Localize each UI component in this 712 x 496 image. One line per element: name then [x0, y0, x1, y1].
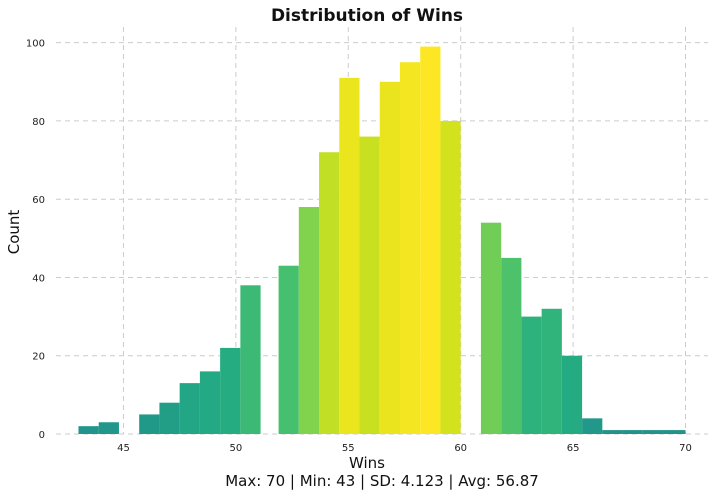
x-tick-label-55: 55 [342, 443, 355, 454]
histogram-bar-21 [561, 355, 583, 434]
y-tick-label-0: 0 [39, 430, 45, 441]
histogram-bar-0 [78, 426, 99, 434]
histogram-bar-5 [199, 371, 221, 434]
histogram-bar-9 [298, 207, 320, 434]
histogram-bar-17 [480, 222, 502, 434]
histogram-bar-23 [602, 430, 623, 434]
y-tick-label-100: 100 [26, 39, 45, 50]
y-tick-labels: 0 20 40 60 80 100 [26, 39, 45, 441]
histogram-bar-10 [319, 152, 340, 434]
histogram-bar-18 [501, 257, 522, 434]
histogram-bar-19 [521, 316, 542, 434]
y-tick-label-60: 60 [32, 195, 45, 206]
histogram-bar-4 [179, 383, 200, 434]
histogram-bar-25 [642, 430, 664, 434]
y-tick-label-20: 20 [32, 352, 45, 363]
x-tick-label-60: 60 [454, 443, 467, 454]
y-tick-label-40: 40 [32, 273, 45, 284]
x-axis-label: Wins [349, 454, 385, 472]
x-tick-label-50: 50 [229, 443, 242, 454]
histogram-bar-6 [220, 347, 241, 434]
y-axis-label: Count [5, 210, 23, 255]
x-tick-label-65: 65 [567, 443, 580, 454]
histogram-bar-16 [440, 120, 461, 434]
histogram-bar-8 [278, 265, 299, 434]
histogram-bar-20 [541, 308, 562, 434]
y-tick-label-80: 80 [32, 117, 45, 128]
histogram-bar-11 [339, 77, 360, 434]
histogram-bar-15 [420, 46, 441, 434]
x-tick-label-70: 70 [679, 443, 692, 454]
histogram-bar-13 [379, 81, 400, 435]
histogram-bar-1 [98, 422, 119, 434]
histogram-bar-22 [582, 418, 603, 434]
histogram-bar-3 [159, 402, 180, 434]
stats-summary: Max: 70 | Min: 43 | SD: 4.123 | Avg: 56.… [225, 472, 539, 490]
chart-title: Distribution of Wins [271, 6, 463, 26]
histogram-bars [78, 46, 686, 435]
histogram-bar-2 [139, 414, 160, 434]
x-tick-label-45: 45 [117, 443, 130, 454]
histogram-bar-12 [359, 136, 380, 435]
histogram-bar-7 [240, 285, 261, 434]
histogram-bar-14 [399, 62, 421, 434]
histogram-bar-24 [622, 430, 643, 434]
x-tick-labels: 45 50 55 60 65 70 [117, 443, 692, 454]
histogram-bar-26 [663, 430, 686, 434]
